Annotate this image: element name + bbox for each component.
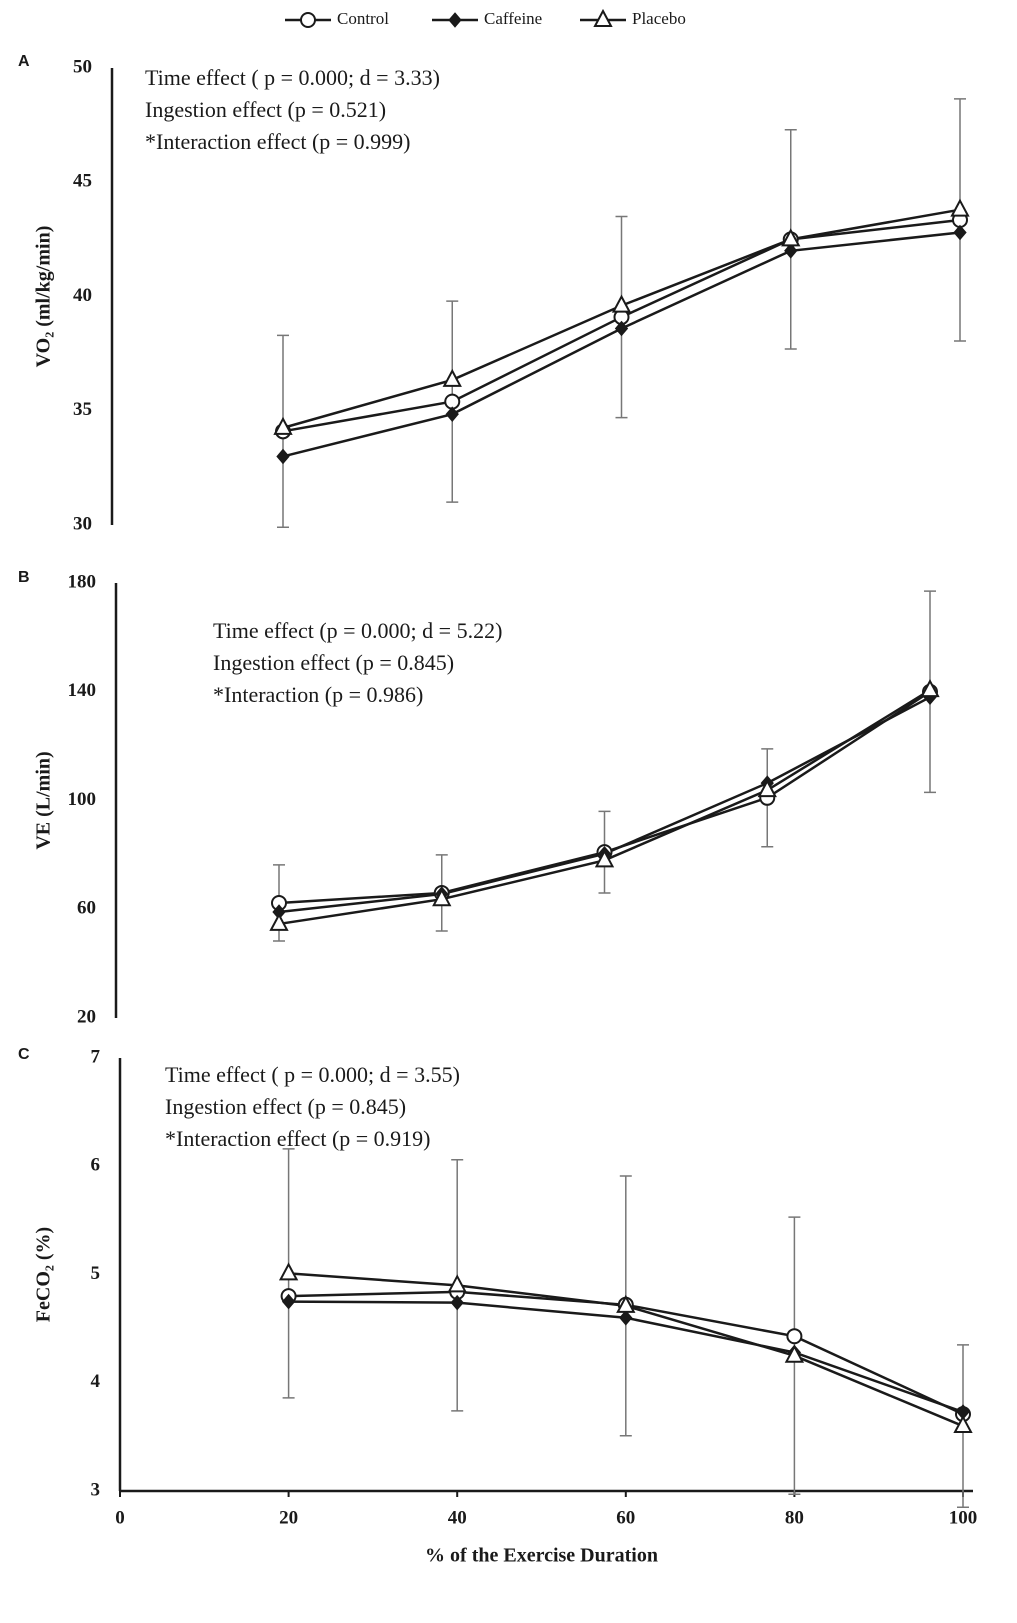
y-tick-label: 40 [73, 285, 92, 306]
y-tick-label: 100 [68, 789, 97, 810]
y-tick-label: 60 [77, 898, 96, 919]
data-point [450, 1294, 464, 1311]
annotation: Time effect (p = 0.000; d = 5.22) [213, 618, 502, 643]
annotation: Ingestion effect (p = 0.845) [165, 1094, 406, 1119]
panel-letter: B [18, 569, 30, 586]
y-tick-label: 45 [73, 171, 92, 192]
x-tick-label: 80 [785, 1507, 804, 1528]
data-point [276, 448, 290, 465]
data-point [445, 406, 459, 422]
data-point [781, 228, 801, 247]
y-tick-label: 35 [73, 399, 92, 420]
panel-letter: A [18, 53, 30, 70]
legend-marker [300, 12, 316, 28]
data-point [281, 1293, 296, 1310]
data-point [594, 849, 615, 868]
annotation: *Interaction (p = 0.986) [213, 682, 423, 707]
legend-label: Caffeine [484, 9, 542, 28]
x-tick-label: 100 [949, 1507, 978, 1528]
y-axis-title: FeCO₂ (%) [33, 1227, 55, 1322]
data-point [920, 678, 940, 698]
data-point [269, 912, 289, 931]
data-point [619, 1310, 633, 1326]
data-point [784, 243, 798, 259]
panel-letter: C [18, 1046, 30, 1063]
data-point [786, 1328, 803, 1345]
y-tick-label: 5 [91, 1263, 101, 1284]
annotation: *Interaction effect (p = 0.919) [165, 1126, 431, 1151]
data-point [447, 1274, 467, 1293]
x-tick-label: 40 [448, 1507, 467, 1528]
y-tick-label: 30 [73, 513, 92, 534]
data-point [953, 224, 967, 241]
y-tick-label: 140 [68, 680, 97, 701]
y-axis-title: VO₂ (ml/kg/min) [33, 226, 55, 368]
y-tick-label: 7 [91, 1046, 101, 1067]
data-point [432, 888, 452, 907]
x-tick-label: 60 [616, 1507, 635, 1528]
x-axis-title: % of the Exercise Duration [425, 1545, 658, 1567]
data-point [614, 320, 629, 337]
annotation: Time effect ( p = 0.000; d = 3.55) [165, 1062, 460, 1087]
data-point [757, 779, 777, 798]
y-tick-label: 20 [77, 1006, 96, 1027]
data-point [950, 198, 970, 217]
y-tick-label: 180 [68, 571, 97, 592]
x-tick-label: 20 [279, 1507, 298, 1528]
legend-marker [593, 8, 613, 27]
data-point [953, 1414, 973, 1434]
y-tick-label: 6 [91, 1155, 101, 1176]
legend-marker [448, 12, 462, 28]
annotation: Ingestion effect (p = 0.845) [213, 650, 454, 675]
data-point [784, 1344, 805, 1363]
data-point [273, 416, 293, 435]
data-point [616, 1294, 636, 1313]
x-tick-label: 0 [115, 1507, 125, 1528]
data-point [442, 368, 462, 387]
y-axis-title: VE (L/min) [33, 751, 55, 849]
annotation: Ingestion effect (p = 0.521) [145, 97, 386, 122]
y-tick-label: 50 [73, 56, 92, 77]
y-tick-label: 3 [91, 1479, 101, 1500]
legend-label: Placebo [632, 9, 686, 28]
legend-label: Control [337, 9, 389, 28]
data-point [611, 294, 632, 313]
annotation: Time effect ( p = 0.000; d = 3.33) [145, 65, 440, 90]
annotation: *Interaction effect (p = 0.999) [145, 129, 411, 154]
y-tick-label: 4 [91, 1371, 101, 1392]
data-point [278, 1262, 299, 1281]
